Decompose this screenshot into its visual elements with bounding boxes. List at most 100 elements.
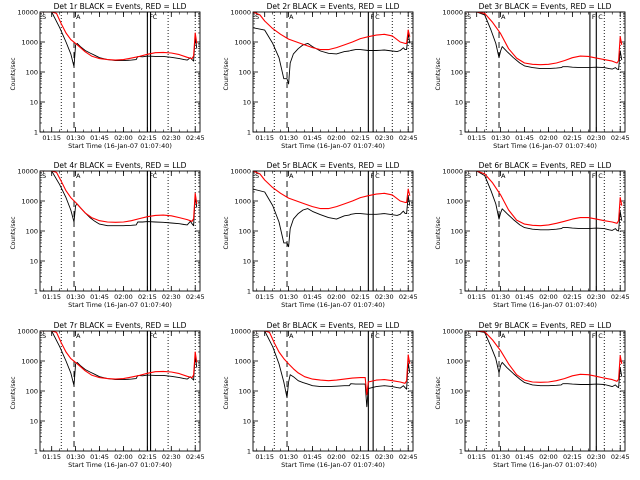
marker-label-f: F bbox=[370, 332, 374, 340]
y-tick-label: 10000 bbox=[442, 8, 463, 16]
y-tick-label: 100 bbox=[451, 68, 463, 76]
series-events-line bbox=[253, 188, 411, 248]
x-tick-label: 02:00 bbox=[114, 293, 133, 301]
x-tick-label: 01:30 bbox=[66, 293, 85, 301]
plot-area bbox=[40, 171, 198, 291]
x-tick-label: 02:00 bbox=[539, 293, 558, 301]
series-events-line bbox=[40, 331, 198, 387]
chart-title: Det 6r BLACK = Events, RED = LLD bbox=[479, 161, 612, 170]
marker-label-f: F bbox=[370, 13, 374, 21]
chart-title: Det 1r BLACK = Events, RED = LLD bbox=[54, 2, 187, 11]
y-axis-label: Counts/sec bbox=[223, 57, 230, 90]
marker-label-s: S bbox=[42, 332, 46, 340]
marker-label-c: C bbox=[598, 172, 603, 180]
y-tick-label: 1000 bbox=[234, 38, 251, 46]
x-tick-label: 02:00 bbox=[539, 134, 558, 142]
marker-label-s: S bbox=[42, 13, 46, 21]
y-tick-label: 1000 bbox=[21, 357, 38, 365]
y-tick-label: 100 bbox=[451, 387, 463, 395]
x-tick-label: 02:15 bbox=[351, 134, 370, 142]
y-tick-label: 1000 bbox=[446, 357, 463, 365]
x-tick-label: 02:30 bbox=[587, 134, 606, 142]
x-axis-label: Start Time (16-Jan-07 01:07:40) bbox=[281, 461, 385, 469]
y-tick-label: 10 bbox=[30, 257, 38, 265]
x-tick-label: 02:15 bbox=[563, 134, 582, 142]
marker-label-s: S bbox=[467, 13, 471, 21]
plot-frame bbox=[464, 11, 626, 133]
marker-label-c: C bbox=[153, 13, 158, 21]
x-tick-label: 02:45 bbox=[186, 134, 205, 142]
x-tick-label: 01:15 bbox=[467, 453, 486, 461]
plot-area bbox=[253, 12, 411, 132]
y-tick-label: 10 bbox=[455, 98, 463, 106]
x-tick-label: 01:45 bbox=[515, 293, 534, 301]
x-tick-label: 01:45 bbox=[303, 134, 322, 142]
series-events-line bbox=[253, 331, 411, 408]
series-lld-line bbox=[40, 12, 198, 61]
x-tick-label: 02:45 bbox=[399, 293, 418, 301]
marker-label-f: F bbox=[592, 172, 596, 180]
y-tick-label: 10000 bbox=[230, 8, 251, 16]
plot-area bbox=[253, 331, 411, 451]
chart-title: Det 7r BLACK = Events, RED = LLD bbox=[54, 321, 187, 330]
marker-label-f: F bbox=[149, 172, 153, 180]
marker-label-f: F bbox=[149, 13, 153, 21]
plot-frame bbox=[252, 330, 414, 452]
marker-label-a: A bbox=[289, 13, 294, 21]
x-axis-label: Start Time (16-Jan-07 01:07:40) bbox=[281, 142, 385, 150]
x-axis-label: Start Time (16-Jan-07 01:07:40) bbox=[281, 301, 385, 309]
x-tick-label: 01:30 bbox=[279, 134, 298, 142]
x-axis-label: Start Time (16-Jan-07 01:07:40) bbox=[493, 301, 597, 309]
y-tick-label: 100 bbox=[239, 227, 251, 235]
chart-title: Det 5r BLACK = Events, RED = LLD bbox=[267, 161, 400, 170]
x-tick-label: 02:15 bbox=[138, 453, 157, 461]
x-tick-label: 02:30 bbox=[587, 293, 606, 301]
marker-label-a: A bbox=[289, 172, 294, 180]
series-events-line bbox=[253, 27, 411, 85]
plot-frame bbox=[39, 170, 201, 292]
y-axis-label: Counts/sec bbox=[10, 376, 17, 409]
x-tick-label: 01:45 bbox=[90, 293, 109, 301]
series-lld-line bbox=[465, 12, 623, 66]
y-tick-label: 10000 bbox=[230, 167, 251, 175]
x-tick-label: 02:30 bbox=[375, 134, 394, 142]
chart-panel-8: Det 8r BLACK = Events, RED = LLD 1 10 100 10… bbox=[223, 321, 418, 469]
marker-label-s: S bbox=[467, 172, 471, 180]
chart-panel-9: Det 9r BLACK = Events, RED = LLD 1 10 100 10… bbox=[435, 321, 630, 469]
x-tick-label: 02:45 bbox=[399, 453, 418, 461]
marker-label-a: A bbox=[76, 13, 81, 21]
y-tick-label: 100 bbox=[26, 227, 38, 235]
x-tick-label: 02:15 bbox=[563, 453, 582, 461]
x-tick-label: 01:30 bbox=[491, 453, 510, 461]
y-tick-label: 100 bbox=[26, 68, 38, 76]
series-lld-line bbox=[253, 331, 411, 396]
x-tick-label: 02:00 bbox=[114, 134, 133, 142]
chart-title: Det 9r BLACK = Events, RED = LLD bbox=[479, 321, 612, 330]
x-tick-label: 01:15 bbox=[467, 293, 486, 301]
x-tick-label: 01:45 bbox=[515, 453, 534, 461]
x-tick-label: 02:45 bbox=[186, 293, 205, 301]
plot-frame bbox=[464, 330, 626, 452]
x-tick-label: 01:15 bbox=[255, 134, 274, 142]
y-tick-label: 10 bbox=[30, 417, 38, 425]
y-tick-label: 10 bbox=[243, 98, 251, 106]
y-tick-label: 10000 bbox=[17, 327, 38, 335]
y-tick-label: 10000 bbox=[17, 167, 38, 175]
x-tick-label: 01:45 bbox=[90, 134, 109, 142]
x-tick-label: 02:30 bbox=[375, 293, 394, 301]
y-tick-label: 10000 bbox=[17, 8, 38, 16]
series-events-line bbox=[40, 12, 198, 68]
y-tick-label: 1000 bbox=[21, 38, 38, 46]
y-tick-label: 10 bbox=[243, 417, 251, 425]
y-tick-label: 100 bbox=[239, 68, 251, 76]
y-axis-label: Counts/sec bbox=[10, 57, 17, 90]
x-tick-label: 01:45 bbox=[515, 134, 534, 142]
x-tick-label: 01:30 bbox=[66, 453, 85, 461]
chart-title: Det 8r BLACK = Events, RED = LLD bbox=[267, 321, 400, 330]
y-axis-label: Counts/sec bbox=[223, 376, 230, 409]
y-tick-label: 10000 bbox=[442, 167, 463, 175]
x-tick-label: 02:15 bbox=[351, 453, 370, 461]
x-tick-label: 02:15 bbox=[138, 134, 157, 142]
x-tick-label: 01:15 bbox=[42, 293, 61, 301]
